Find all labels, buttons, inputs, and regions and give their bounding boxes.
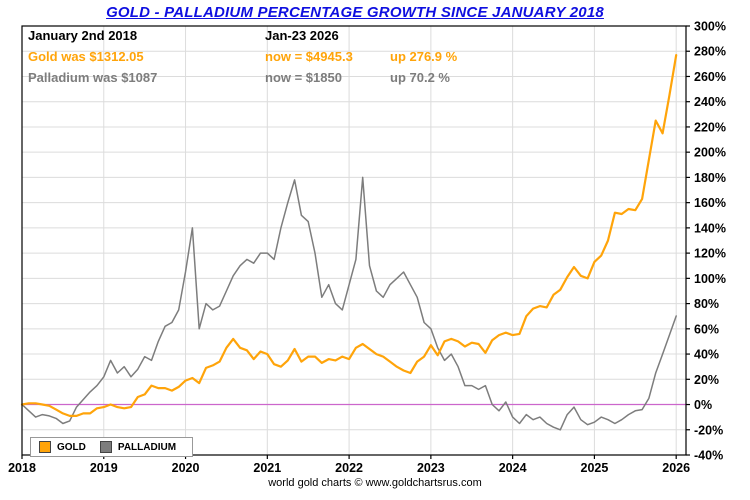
svg-text:240%: 240% bbox=[694, 95, 726, 109]
svg-text:220%: 220% bbox=[694, 120, 726, 134]
gold-start-label: Gold was $1312.05 bbox=[28, 49, 144, 64]
gold-legend-label: GOLD bbox=[57, 441, 86, 453]
chart-footer-credit: world gold charts © www.goldchartsrus.co… bbox=[268, 477, 482, 489]
chart-plot-area: 300% 280% 260% 240% 220% 200% 180% 160% 140% 120%… bbox=[8, 20, 726, 476]
svg-text:280%: 280% bbox=[694, 45, 726, 59]
svg-text:160%: 160% bbox=[694, 196, 726, 210]
palladium-now-label: now = $1850 bbox=[265, 70, 342, 85]
palladium-legend-swatch bbox=[99, 441, 112, 453]
legend: GOLD PALLADIUM bbox=[30, 437, 194, 457]
svg-text:-40%: -40% bbox=[694, 449, 723, 463]
svg-text:100%: 100% bbox=[694, 272, 726, 286]
svg-text:2020: 2020 bbox=[172, 461, 200, 475]
svg-text:300%: 300% bbox=[694, 20, 726, 34]
svg-text:2021: 2021 bbox=[253, 461, 281, 475]
svg-text:260%: 260% bbox=[694, 70, 726, 84]
gold-now-label: now = $4945.3 bbox=[265, 49, 353, 64]
svg-text:0%: 0% bbox=[694, 398, 712, 412]
svg-text:80%: 80% bbox=[694, 297, 719, 311]
svg-text:2019: 2019 bbox=[90, 461, 118, 475]
svg-text:2018: 2018 bbox=[8, 461, 36, 475]
svg-text:180%: 180% bbox=[694, 171, 726, 185]
svg-text:200%: 200% bbox=[694, 146, 726, 160]
svg-text:20%: 20% bbox=[694, 373, 719, 387]
chart-title: GOLD - PALLADIUM PERCENTAGE GROWTH SINCE… bbox=[106, 4, 604, 21]
gold-legend-swatch bbox=[39, 441, 51, 453]
svg-text:2026: 2026 bbox=[662, 461, 690, 475]
svg-text:120%: 120% bbox=[694, 247, 726, 261]
svg-text:2023: 2023 bbox=[417, 461, 445, 475]
svg-text:-20%: -20% bbox=[694, 423, 723, 437]
end-date-label: Jan-23 2026 bbox=[265, 28, 339, 43]
svg-text:2022: 2022 bbox=[335, 461, 363, 475]
svg-text:140%: 140% bbox=[694, 221, 726, 235]
palladium-legend-label: PALLADIUM bbox=[117, 441, 177, 453]
gold-change-label: up 276.9 % bbox=[390, 49, 458, 64]
palladium-start-label: Palladium was $1087 bbox=[28, 70, 158, 85]
palladium-change-label: up 70.2 % bbox=[390, 70, 450, 85]
svg-text:2024: 2024 bbox=[499, 461, 527, 475]
start-date-label: January 2nd 2018 bbox=[28, 28, 138, 43]
svg-text:60%: 60% bbox=[694, 322, 719, 336]
svg-text:2025: 2025 bbox=[581, 461, 609, 475]
svg-text:40%: 40% bbox=[694, 348, 719, 362]
